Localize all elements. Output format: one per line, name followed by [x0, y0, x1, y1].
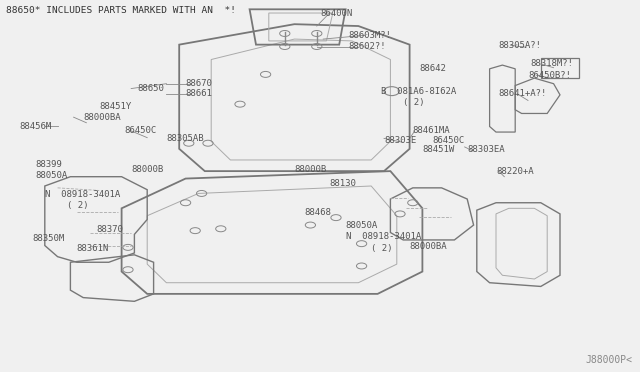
- Text: ( 2): ( 2): [403, 98, 425, 107]
- Text: N  08918-3401A: N 08918-3401A: [45, 190, 120, 199]
- Text: 88661: 88661: [186, 89, 212, 98]
- Text: N  08918-3401A: N 08918-3401A: [346, 232, 421, 241]
- Text: 88000B: 88000B: [131, 165, 163, 174]
- Text: B  081A6-8I62A: B 081A6-8I62A: [381, 87, 456, 96]
- Text: 88305AB: 88305AB: [166, 134, 204, 143]
- Text: 88350M: 88350M: [32, 234, 64, 243]
- Text: ( 2): ( 2): [371, 244, 393, 253]
- Text: 88050A: 88050A: [35, 171, 67, 180]
- Text: 88650: 88650: [138, 84, 164, 93]
- Text: 88650* INCLUDES PARTS MARKED WITH AN  *!: 88650* INCLUDES PARTS MARKED WITH AN *!: [6, 6, 236, 15]
- Text: 88602?!: 88602?!: [349, 42, 387, 51]
- Text: 86400N: 86400N: [320, 9, 352, 17]
- Text: 86450C: 86450C: [125, 126, 157, 135]
- Text: 88456M: 88456M: [19, 122, 51, 131]
- Text: 88130: 88130: [330, 179, 356, 187]
- Text: 86450C: 86450C: [432, 136, 464, 145]
- Text: 88642: 88642: [419, 64, 446, 73]
- Text: 88451W: 88451W: [422, 145, 454, 154]
- Text: 88220+A: 88220+A: [496, 167, 534, 176]
- Text: 88399: 88399: [35, 160, 62, 169]
- Text: 88000BA: 88000BA: [83, 113, 121, 122]
- Text: ( 2): ( 2): [67, 201, 89, 210]
- Text: 88641+A?!: 88641+A?!: [498, 89, 547, 98]
- Text: 88000B: 88000B: [294, 165, 326, 174]
- Text: 88318M?!: 88318M?!: [530, 60, 573, 68]
- Text: 88303E: 88303E: [384, 136, 416, 145]
- Text: 88670: 88670: [186, 79, 212, 88]
- Text: 88303EA: 88303EA: [467, 145, 505, 154]
- Text: 88050A: 88050A: [346, 221, 378, 230]
- Text: 88000BA: 88000BA: [410, 242, 447, 251]
- Text: 88361N: 88361N: [77, 244, 109, 253]
- Text: 88451Y: 88451Y: [99, 102, 131, 110]
- Text: 88468: 88468: [304, 208, 331, 217]
- Text: 88461MA: 88461MA: [413, 126, 451, 135]
- Text: J88000P<: J88000P<: [586, 355, 632, 365]
- Text: 88603M?!: 88603M?!: [349, 31, 392, 40]
- Text: 86450B?!: 86450B?!: [528, 71, 571, 80]
- Text: 88370: 88370: [96, 225, 123, 234]
- Text: 88305A?!: 88305A?!: [498, 41, 541, 50]
